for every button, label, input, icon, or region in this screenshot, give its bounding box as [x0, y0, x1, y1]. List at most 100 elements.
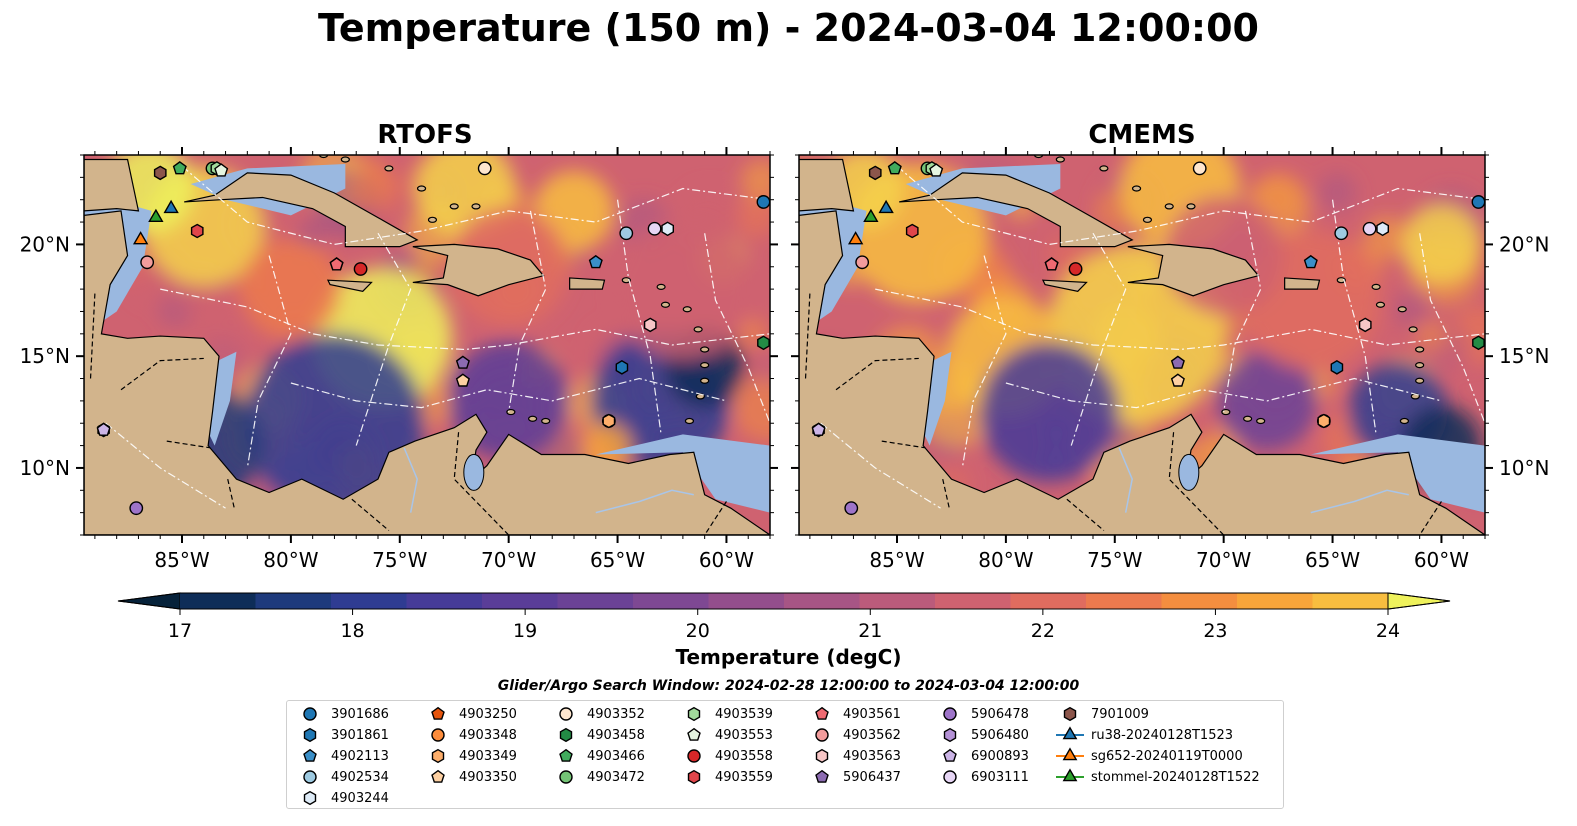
legend-item: 4903472: [551, 767, 645, 787]
legend-marker: [1063, 706, 1077, 722]
legend-item: 7901009: [1055, 704, 1149, 724]
marker-4903553: [929, 163, 944, 177]
pentagon-marker-icon: [943, 748, 957, 762]
marker-4902534: [1334, 226, 1349, 241]
lat-tick-label: 15°N: [1499, 344, 1549, 368]
legend-label: 4903348: [459, 727, 517, 743]
pentagon-marker-icon: [815, 769, 829, 783]
hexagon-marker-icon: [943, 727, 957, 743]
pentagon-marker-icon: [815, 706, 829, 720]
marker-4903559: [190, 223, 204, 239]
legend-marker: [943, 770, 957, 784]
marker-4903562: [855, 255, 870, 270]
marker-stommel-20240128T1522: [148, 208, 164, 223]
legend-item: 4903562: [807, 725, 901, 745]
colorbar-tick-label: 23: [1203, 620, 1227, 642]
legend-marker: [1062, 747, 1078, 761]
legend-item: 6900893: [935, 746, 1029, 766]
legend-item: 4903563: [807, 746, 901, 766]
map-field: [84, 155, 770, 535]
marker-4903466: [172, 161, 187, 175]
legend-marker: [559, 727, 573, 743]
colorbar-bin: [406, 593, 483, 609]
pentagon-marker-icon: [687, 727, 701, 741]
legend-item: 4903466: [551, 746, 645, 766]
legend-marker: [431, 769, 445, 783]
landmass: [84, 210, 770, 535]
legend-label: 4903352: [587, 706, 645, 722]
panel-title-rtofs: RTOFS: [377, 120, 473, 150]
hexagon-marker-icon: [303, 727, 317, 743]
legend-marker: [303, 748, 317, 762]
search-window-text: Glider/Argo Search Window: 2024-02-28 12…: [497, 678, 1080, 694]
marker-4903458: [757, 335, 770, 351]
landmass: [326, 279, 373, 293]
circle-marker-icon: [943, 707, 957, 721]
legend-marker: [431, 728, 445, 742]
marker-4903562: [140, 255, 155, 270]
legend-item: 4903558: [679, 746, 773, 766]
marker-ru38-20240128T1523: [163, 199, 179, 214]
marker-4902113: [588, 254, 603, 269]
marker-4903349: [602, 413, 616, 429]
legend-label: 4903553: [715, 727, 773, 743]
marker-sg652-20240119T0000: [847, 231, 864, 245]
legend-label: 4903562: [843, 727, 901, 743]
legend-label: 4903466: [587, 748, 645, 764]
colorbar-bin: [180, 593, 256, 609]
pentagon-marker-icon: [431, 706, 445, 720]
marker-stommel-20240128T1522: [863, 208, 879, 223]
colorbar-bin: [557, 593, 634, 609]
marker-4903563: [643, 317, 657, 333]
legend-marker: [303, 790, 317, 806]
marker-4903559: [905, 223, 919, 239]
circle-marker-icon: [303, 770, 317, 784]
legend-label: 4903559: [715, 769, 773, 785]
hexagon-marker-icon: [687, 769, 701, 785]
lon-tick-label: 75°W: [1087, 548, 1142, 572]
lat-tick-label: 10°N: [1499, 456, 1549, 480]
legend-item: 5906478: [935, 704, 1029, 724]
legend-label: 4903561: [843, 706, 901, 722]
legend-marker: [431, 748, 445, 764]
circle-marker-icon: [815, 728, 829, 742]
colorbar-extend-high: [1387, 592, 1451, 610]
legend-marker: [943, 748, 957, 762]
marker-4903350: [1170, 373, 1185, 387]
hexagon-marker-icon: [815, 748, 829, 764]
marker-3901686: [1471, 195, 1485, 209]
legend-marker: [815, 769, 829, 783]
legend-item: 4903250: [423, 704, 517, 724]
colorbar-bin: [708, 593, 785, 609]
colorbar-bin: [859, 593, 936, 609]
legend-label: 3901686: [331, 706, 389, 722]
circle-marker-icon: [559, 707, 573, 721]
legend-marker: [687, 749, 701, 763]
marker-4903352: [1192, 161, 1207, 176]
triangle-marker-icon: [1056, 726, 1084, 740]
lon-tick-label: 65°W: [1305, 548, 1360, 572]
legend-item: stommel-20240128T1522: [1055, 767, 1260, 787]
landmass: [184, 172, 419, 248]
colorbar: 17 18 19 20 21 22 23 24: [117, 592, 1451, 642]
marker-5906437: [1170, 355, 1185, 369]
legend-item: ru38-20240128T1523: [1055, 725, 1233, 745]
legend-label: 5906478: [971, 706, 1029, 722]
legend-label: 3901861: [331, 727, 389, 743]
marker-4903561: [1044, 257, 1059, 271]
triangle-marker-icon: [1056, 768, 1084, 782]
lon-tick-label: 70°W: [1196, 548, 1251, 572]
colorbar-bin: [331, 593, 407, 609]
cmems-map: 85°W 80°W 75°W 70°W 65°W 60°W 20°N 15°N 10°N: [791, 147, 1549, 572]
colorbar-extend-low: [117, 592, 181, 610]
legend-label: 4902113: [331, 748, 389, 764]
colorbar-tick-label: 22: [1031, 620, 1055, 642]
hexagon-marker-icon: [303, 790, 317, 806]
landmass: [569, 277, 606, 290]
legend-marker: [431, 706, 445, 720]
circle-marker-icon: [559, 770, 573, 784]
legend-item: 4903458: [551, 725, 645, 745]
colorbar-tick-label: 24: [1376, 620, 1400, 642]
legend-item: 4903539: [679, 704, 773, 724]
marker-4903563: [1358, 317, 1372, 333]
